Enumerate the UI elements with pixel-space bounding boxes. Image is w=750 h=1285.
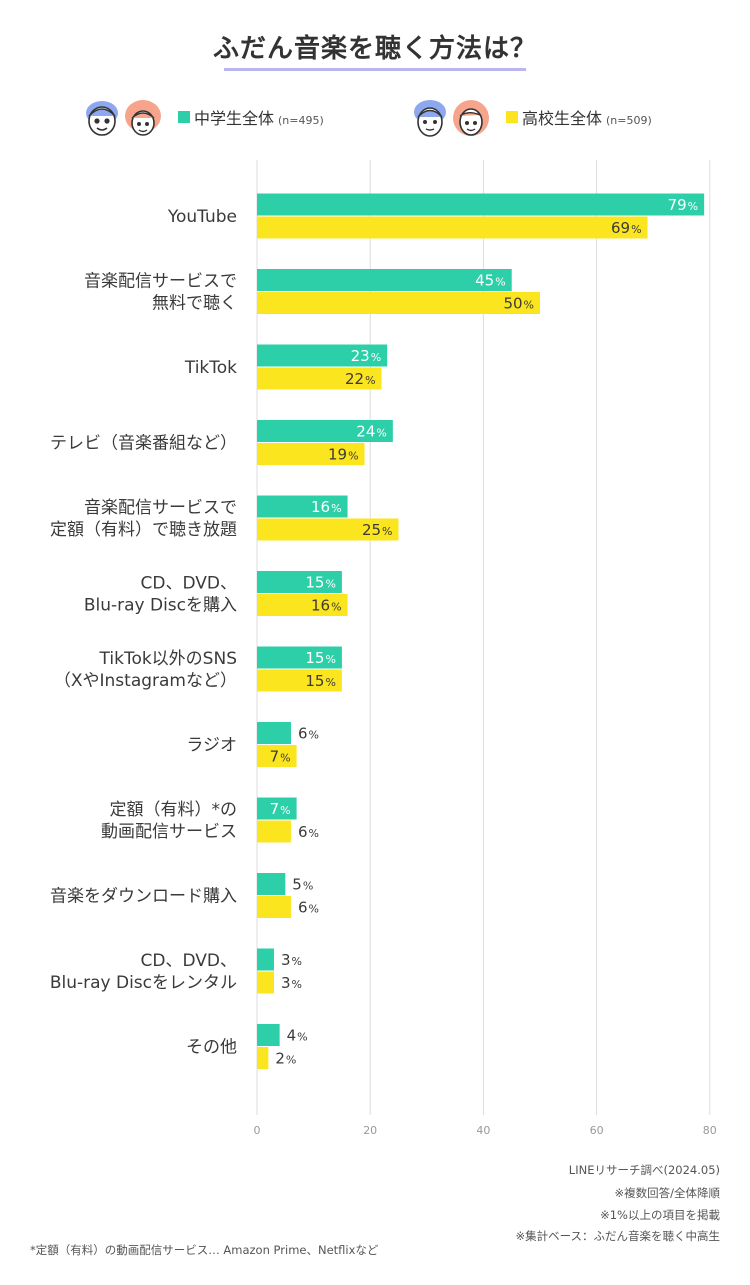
bar-middle (257, 948, 274, 971)
note-multiple-answers: ※複数回答/全体降順 (614, 1186, 720, 1200)
value-label-middle: 3% (281, 951, 302, 969)
bar-high (257, 594, 348, 616)
bar-high (257, 971, 274, 994)
legend-text-high: 高校生全体 (522, 109, 603, 128)
legend-n-high: (n=509) (606, 114, 652, 127)
category-label: CD、DVD、 (141, 951, 237, 971)
bar-high (257, 216, 648, 239)
bar-middle (257, 193, 705, 216)
value-label-middle: 4% (287, 1027, 308, 1045)
category-label: その他 (186, 1038, 237, 1058)
bar-high (257, 518, 399, 541)
category-label: Blu-ray Discを購入 (84, 596, 237, 616)
source-note: LINEリサーチ調べ(2024.05) (568, 1163, 720, 1177)
note-base: ※集計ベース：ふだん音楽を聴く中高生 (515, 1229, 720, 1243)
bar-high (257, 896, 291, 918)
value-label-high: 19% (328, 446, 359, 464)
x-tick-label: 40 (476, 1124, 490, 1137)
bar-middle (257, 797, 297, 820)
value-label-high: 2% (275, 1050, 296, 1068)
middle-school-faces-icon (82, 96, 162, 140)
bar-high (257, 367, 382, 390)
value-label-middle: 16% (311, 498, 342, 516)
bar-high (257, 1047, 269, 1069)
bar-high (257, 292, 540, 314)
x-tick-label: 80 (703, 1124, 717, 1137)
category-label: YouTube (167, 207, 237, 227)
value-label-high: 7% (270, 748, 291, 766)
category-label: ラジオ (186, 736, 237, 756)
value-label-middle: 45% (475, 272, 506, 290)
high-school-faces-icon (410, 96, 490, 140)
title-underline (224, 68, 526, 71)
bar-middle (257, 722, 291, 744)
bar-middle (257, 495, 348, 518)
x-tick-label: 60 (590, 1124, 604, 1137)
value-label-high: 50% (503, 295, 534, 313)
value-label-middle: 15% (305, 649, 336, 667)
value-label-high: 22% (345, 370, 376, 388)
bar-middle (257, 269, 512, 291)
value-label-high: 6% (298, 899, 319, 917)
category-label: 定額（有料）で聴き放題 (50, 520, 237, 540)
value-label-high: 3% (281, 974, 302, 992)
x-tick-label: 0 (254, 1124, 261, 1137)
bar-high (257, 820, 291, 843)
category-label: 音楽配信サービスで (84, 498, 237, 518)
value-label-middle: 24% (356, 423, 387, 441)
value-label-high: 69% (611, 219, 642, 237)
legend-n-middle: (n=495) (278, 114, 324, 127)
bar-high (257, 745, 297, 767)
chart-title: ふだん音楽を聴く方法は？ (212, 34, 537, 64)
category-label: CD、DVD、 (141, 574, 237, 594)
bar-middle (257, 646, 342, 669)
value-label-middle: 15% (305, 574, 336, 592)
value-label-middle: 5% (292, 876, 313, 894)
note-threshold: ※1%以上の項目を掲載 (600, 1208, 720, 1222)
category-label: （XやInstagramなど） (54, 671, 237, 691)
legend-swatch-middle (178, 111, 190, 123)
value-label-high: 16% (311, 597, 342, 615)
value-label-middle: 7% (270, 800, 291, 818)
value-label-high: 25% (362, 521, 393, 539)
category-label: Blu-ray Discをレンタル (50, 973, 237, 993)
category-label: TikTok (184, 358, 237, 378)
footnote: *定額（有料）の動画配信サービス… Amazon Prime、Netflixなど (30, 1243, 379, 1257)
bar-middle (257, 873, 286, 895)
legend-high-school: 高校生全体 (n=509) (410, 96, 690, 140)
value-label-high: 15% (305, 672, 336, 690)
category-label: 音楽配信サービスで (84, 272, 237, 292)
category-label: 定額（有料）*の (110, 800, 238, 820)
value-label-middle: 79% (668, 196, 699, 214)
category-label: 動画配信サービス (101, 822, 237, 842)
bar-middle (257, 571, 342, 593)
category-label: 無料で聴く (152, 294, 237, 314)
legend-label-middle: 中学生全体 (n=495) (194, 105, 324, 129)
legend-label-high: 高校生全体 (n=509) (522, 105, 652, 129)
value-label-middle: 23% (351, 347, 382, 365)
legend-text-middle: 中学生全体 (194, 109, 275, 128)
bar-middle (257, 420, 393, 442)
bar-high (257, 443, 365, 465)
legend-middle-school: 中学生全体 (n=495) (82, 96, 352, 140)
value-label-high: 6% (298, 823, 319, 841)
bar-high (257, 669, 342, 692)
value-label-middle: 6% (298, 725, 319, 743)
category-label: テレビ（音楽番組など） (50, 434, 237, 454)
bar-middle (257, 344, 388, 367)
bar-middle (257, 1024, 280, 1046)
legend-swatch-high (506, 111, 518, 123)
x-tick-label: 20 (363, 1124, 377, 1137)
category-label: TikTok以外のSNS (99, 649, 237, 669)
category-label: 音楽をダウンロード購入 (50, 887, 237, 907)
